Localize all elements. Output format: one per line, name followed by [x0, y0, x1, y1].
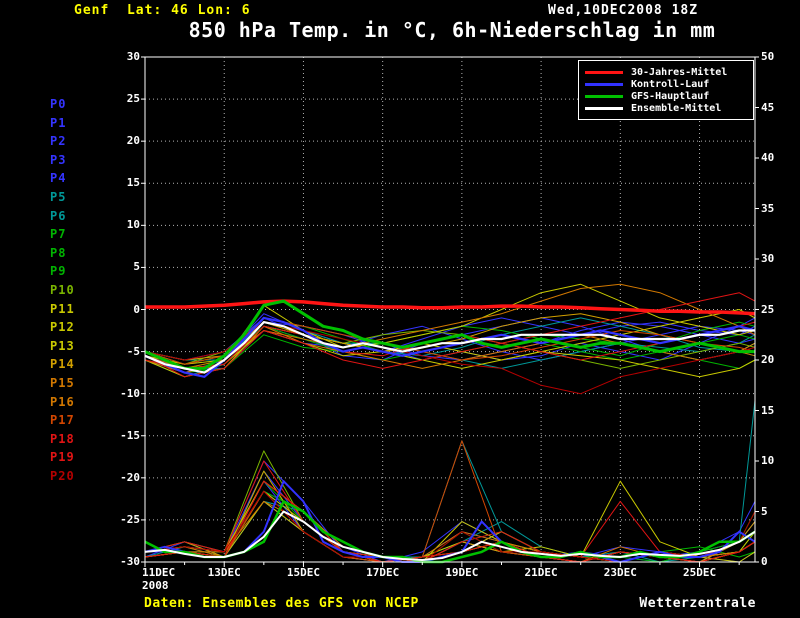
series-p16-temp	[144, 283, 756, 369]
member-label-p11: P11	[50, 301, 75, 316]
member-label-p13: P13	[50, 338, 75, 353]
member-label-p3: P3	[50, 152, 67, 167]
legend-label: Ensemble-Mittel	[631, 102, 722, 114]
series-ensemble-mittel	[144, 321, 755, 374]
member-label-p8: P8	[50, 245, 67, 260]
member-label-p18: P18	[50, 431, 75, 446]
series-ensemble-mittel-precip	[144, 510, 756, 561]
brand-label: Wetterzentrale	[639, 596, 756, 611]
member-label-p9: P9	[50, 264, 67, 279]
legend-line-swatch	[585, 70, 623, 74]
legend-item: 30-Jahres-Mittel	[585, 66, 747, 78]
series-30-jahres-mittel	[145, 299, 756, 316]
series-p12-precip	[144, 480, 756, 563]
legend-label: 30-Jahres-Mittel	[631, 66, 728, 78]
series-p5-precip	[144, 400, 756, 563]
member-label-p10: P10	[50, 283, 75, 297]
series-p20-precip	[144, 490, 756, 563]
member-label-p5: P5	[50, 190, 67, 204]
member-label-p17: P17	[50, 413, 75, 428]
legend-item: Kontroll-Lauf	[585, 78, 747, 90]
header-run-datetime: Wed,10DEC2008 18Z	[548, 3, 699, 18]
member-label-p6: P6	[50, 208, 67, 223]
series-kontroll-lauf	[144, 316, 756, 378]
legend-line-swatch	[585, 94, 623, 98]
member-label-p0: P0	[50, 97, 67, 111]
member-label-p16: P16	[50, 394, 75, 409]
member-label-p20: P20	[50, 469, 75, 483]
header-location: Genf Lat: 46 Lon: 6	[74, 3, 251, 18]
legend-line-swatch	[585, 106, 623, 110]
series-gfs-hauptlauf	[144, 299, 755, 370]
page-title: 850 hPa Temp. in °C, 6h-Niederschlag in …	[188, 18, 716, 42]
member-label-p1: P1	[50, 115, 67, 130]
member-label-p19: P19	[50, 450, 75, 465]
legend-label: GFS-Hauptlauf	[631, 90, 710, 102]
member-label-p15: P15	[50, 376, 75, 390]
legend-label: Kontroll-Lauf	[631, 78, 710, 90]
legend-line-swatch	[585, 82, 623, 86]
ensemble-member-label-list: P0 P1 P2 P3 P4 P5 P6 P7 P8 P9 P10 P11 P12 P13 P14 P15 P1…	[50, 0, 90, 618]
data-source-credit: Daten: Ensembles des GFS von NCEP	[144, 596, 419, 611]
member-label-p4: P4	[50, 171, 67, 186]
member-label-p7: P7	[50, 227, 67, 242]
member-label-p14: P14	[50, 357, 75, 372]
series-p17-precip	[144, 440, 756, 563]
series-p19-temp	[144, 292, 756, 378]
series-p10-precip	[144, 450, 756, 563]
member-label-p2: P2	[50, 134, 67, 149]
member-label-p12: P12	[50, 320, 75, 335]
legend-item: GFS-Hauptlauf	[585, 90, 747, 102]
legend-box: 30-Jahres-Mittel Kontroll-Lauf GFS-Hauptla…	[578, 60, 754, 120]
legend-item: Ensemble-Mittel	[585, 102, 747, 114]
